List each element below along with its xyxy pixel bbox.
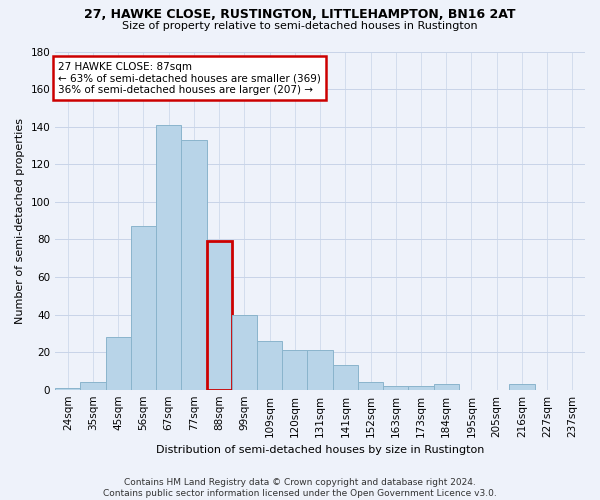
Y-axis label: Number of semi-detached properties: Number of semi-detached properties: [15, 118, 25, 324]
Text: 27, HAWKE CLOSE, RUSTINGTON, LITTLEHAMPTON, BN16 2AT: 27, HAWKE CLOSE, RUSTINGTON, LITTLEHAMPT…: [84, 8, 516, 20]
Bar: [55, 388, 80, 390]
Bar: [434, 384, 459, 390]
Bar: [383, 386, 409, 390]
Bar: [181, 140, 206, 390]
Bar: [358, 382, 383, 390]
Bar: [409, 386, 434, 390]
X-axis label: Distribution of semi-detached houses by size in Rustington: Distribution of semi-detached houses by …: [156, 445, 484, 455]
Bar: [156, 125, 181, 390]
Text: Contains HM Land Registry data © Crown copyright and database right 2024.
Contai: Contains HM Land Registry data © Crown c…: [103, 478, 497, 498]
Text: 27 HAWKE CLOSE: 87sqm
← 63% of semi-detached houses are smaller (369)
36% of sem: 27 HAWKE CLOSE: 87sqm ← 63% of semi-deta…: [58, 62, 320, 95]
Bar: [282, 350, 307, 390]
Text: Size of property relative to semi-detached houses in Rustington: Size of property relative to semi-detach…: [122, 21, 478, 31]
Bar: [332, 366, 358, 390]
Bar: [106, 337, 131, 390]
Bar: [509, 384, 535, 390]
Bar: [232, 314, 257, 390]
Bar: [257, 341, 282, 390]
Bar: [131, 226, 156, 390]
Bar: [307, 350, 332, 390]
Bar: [80, 382, 106, 390]
Bar: [206, 242, 232, 390]
